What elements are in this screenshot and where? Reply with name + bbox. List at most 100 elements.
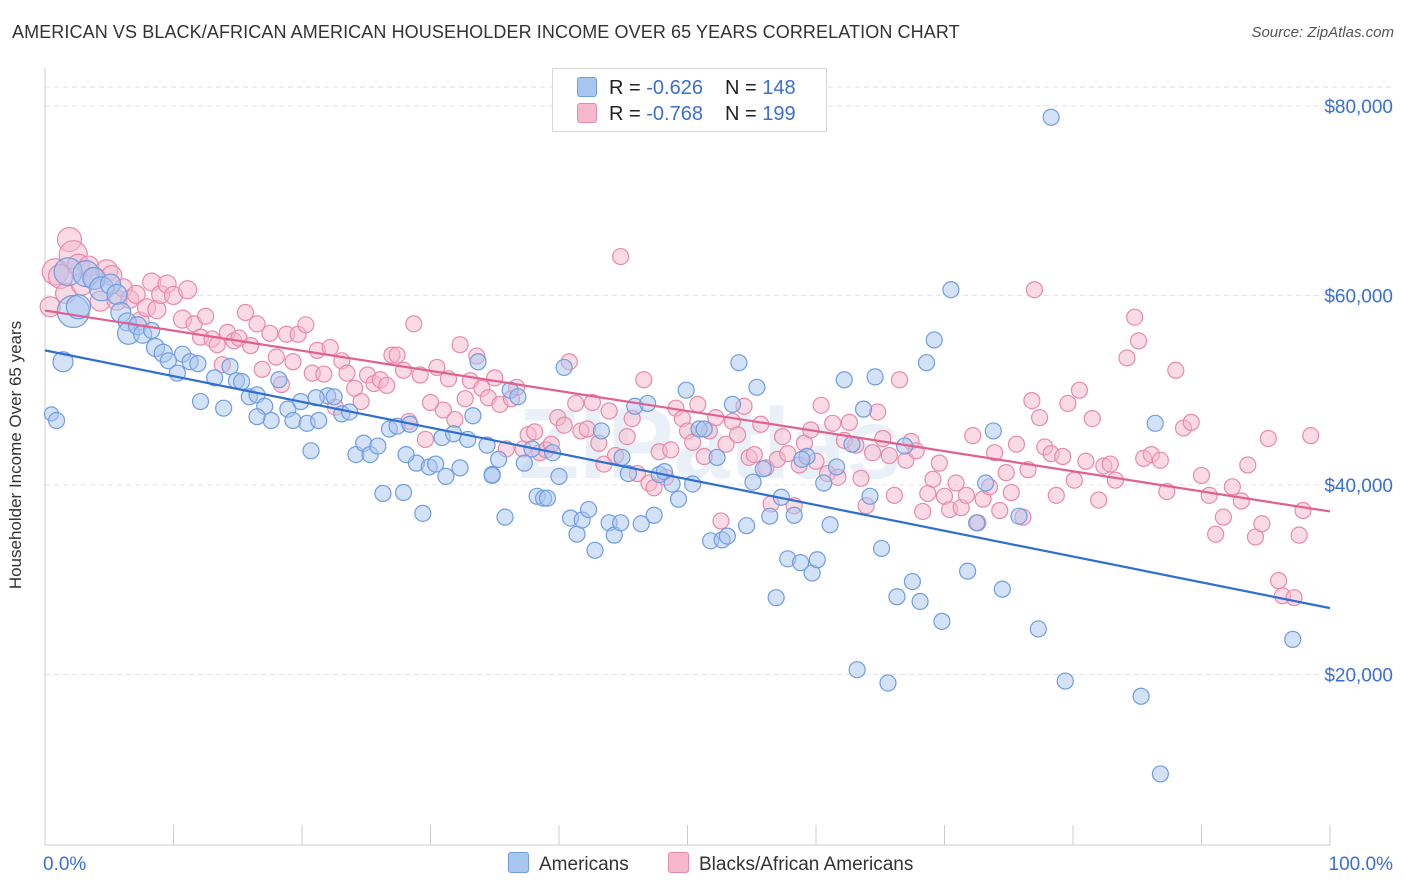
point-americans bbox=[785, 506, 803, 524]
point-americans bbox=[1010, 507, 1028, 525]
source-label: Source: ZipAtlas.com bbox=[1251, 24, 1394, 41]
point-blacks bbox=[297, 316, 315, 334]
legend-swatch-blacks bbox=[577, 103, 597, 123]
point-blacks bbox=[1239, 456, 1257, 474]
point-blacks bbox=[635, 371, 653, 389]
point-americans bbox=[854, 400, 873, 418]
point-blacks bbox=[618, 428, 636, 446]
point-americans bbox=[730, 354, 748, 372]
point-americans bbox=[888, 588, 906, 606]
point-blacks bbox=[1302, 427, 1320, 445]
point-blacks bbox=[388, 346, 406, 364]
point-blacks bbox=[1065, 471, 1083, 489]
point-blacks bbox=[1126, 308, 1144, 326]
point-blacks bbox=[689, 395, 707, 413]
point-blacks bbox=[919, 484, 937, 503]
point-blacks bbox=[1207, 525, 1225, 543]
point-blacks bbox=[1223, 478, 1241, 496]
point-americans bbox=[206, 369, 224, 387]
point-blacks bbox=[446, 410, 464, 429]
point-americans bbox=[827, 458, 846, 476]
point-americans bbox=[872, 539, 891, 558]
point-blacks bbox=[352, 392, 370, 411]
point-blacks bbox=[405, 315, 423, 333]
point-americans bbox=[310, 411, 328, 430]
point-americans bbox=[708, 448, 726, 467]
point-americans bbox=[808, 551, 826, 569]
point-americans bbox=[1042, 108, 1060, 126]
legend-r-label: R = bbox=[609, 103, 647, 125]
point-blacks bbox=[1259, 429, 1277, 448]
point-americans bbox=[369, 437, 387, 455]
point-blacks bbox=[1059, 394, 1077, 413]
point-blacks bbox=[1269, 572, 1288, 590]
point-americans bbox=[52, 351, 74, 373]
point-americans bbox=[993, 580, 1011, 598]
point-blacks bbox=[583, 393, 602, 412]
point-americans bbox=[942, 281, 960, 299]
point-americans bbox=[613, 448, 631, 467]
bottom-legend-label-blacks: Blacks/African Americans bbox=[699, 854, 914, 875]
point-blacks bbox=[321, 338, 339, 357]
point-blacks bbox=[1106, 471, 1125, 489]
legend-r-value-blacks: -0.768 bbox=[646, 103, 703, 125]
x-tick-label-max: 100.0% bbox=[1329, 854, 1394, 875]
x-tick-labels: 0.0% 100.0% bbox=[43, 854, 1393, 875]
point-blacks bbox=[773, 428, 792, 446]
point-blacks bbox=[874, 429, 892, 448]
point-americans bbox=[509, 388, 527, 406]
point-blacks bbox=[567, 394, 585, 413]
point-americans bbox=[555, 358, 573, 377]
point-blacks bbox=[1167, 361, 1185, 379]
point-americans bbox=[568, 525, 586, 543]
point-blacks bbox=[555, 416, 573, 434]
point-americans bbox=[221, 357, 239, 376]
point-blacks bbox=[248, 315, 266, 333]
point-americans bbox=[515, 454, 533, 472]
point-americans bbox=[1151, 765, 1169, 783]
point-americans bbox=[397, 446, 415, 464]
bottom-legend-label-americans: Americans bbox=[539, 854, 629, 875]
point-blacks bbox=[1129, 332, 1148, 350]
point-blacks bbox=[812, 396, 830, 414]
point-americans bbox=[977, 474, 995, 492]
point-americans bbox=[791, 554, 810, 572]
y-tick-label: $40,000 bbox=[1324, 476, 1393, 497]
point-americans bbox=[189, 355, 207, 373]
point-americans bbox=[821, 516, 839, 534]
point-blacks bbox=[991, 501, 1009, 520]
point-blacks bbox=[1047, 486, 1065, 504]
point-blacks bbox=[421, 393, 440, 412]
point-blacks bbox=[930, 454, 948, 472]
axes bbox=[44, 68, 1331, 846]
point-blacks bbox=[890, 371, 909, 389]
point-americans bbox=[848, 661, 866, 679]
point-blacks bbox=[1253, 515, 1271, 533]
point-blacks bbox=[1285, 589, 1303, 607]
point-americans bbox=[612, 514, 630, 532]
point-americans bbox=[451, 459, 469, 477]
point-americans bbox=[270, 371, 288, 389]
point-americans bbox=[374, 484, 392, 503]
point-americans bbox=[645, 506, 663, 524]
point-americans bbox=[215, 399, 233, 417]
point-blacks bbox=[1294, 501, 1312, 520]
point-americans bbox=[861, 487, 879, 505]
point-americans bbox=[284, 411, 302, 430]
point-blacks bbox=[284, 353, 302, 371]
point-americans bbox=[579, 500, 598, 519]
point-blacks bbox=[924, 470, 942, 488]
point-americans bbox=[744, 473, 762, 491]
point-blacks bbox=[267, 348, 285, 366]
point-blacks bbox=[863, 444, 882, 462]
point-blacks bbox=[242, 337, 260, 355]
point-blacks bbox=[1101, 455, 1119, 473]
point-blacks bbox=[1025, 281, 1044, 299]
point-blacks bbox=[434, 401, 452, 419]
point-americans bbox=[767, 589, 785, 607]
point-americans bbox=[866, 368, 884, 386]
point-americans bbox=[550, 467, 568, 485]
point-americans bbox=[959, 562, 977, 580]
point-blacks bbox=[236, 303, 255, 322]
